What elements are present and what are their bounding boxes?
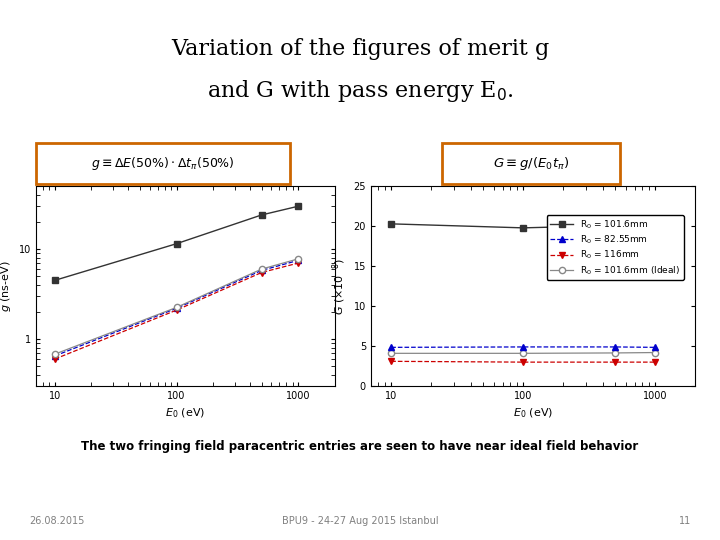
Text: 26.08.2015: 26.08.2015 [29, 516, 84, 526]
Text: $G \equiv g/(E_0 t_{\pi})$: $G \equiv g/(E_0 t_{\pi})$ [493, 155, 570, 172]
Text: 11: 11 [679, 516, 691, 526]
Text: BPU9 - 24-27 Aug 2015 Istanbul: BPU9 - 24-27 Aug 2015 Istanbul [282, 516, 438, 526]
Text: $g \equiv \Delta E(50\%) \cdot \Delta t_{\pi}(50\%)$: $g \equiv \Delta E(50\%) \cdot \Delta t_… [91, 155, 235, 172]
Text: and G with pass energy E$_0$.: and G with pass energy E$_0$. [207, 78, 513, 104]
X-axis label: $E_0$ (eV): $E_0$ (eV) [513, 407, 553, 420]
Y-axis label: $g$ (ns-eV): $g$ (ns-eV) [0, 260, 14, 312]
Text: Variation of the figures of merit g: Variation of the figures of merit g [171, 38, 549, 60]
Text: The two fringing field paracentric entries are seen to have near ideal field beh: The two fringing field paracentric entri… [81, 440, 639, 453]
Y-axis label: $G$ (×10$^{-8}$): $G$ (×10$^{-8}$) [330, 258, 348, 315]
X-axis label: $E_0$ (eV): $E_0$ (eV) [166, 407, 205, 420]
Legend: R$_0$ = 101.6mm, R$_0$ = 82.55mm, R$_0$ = 116mm, R$_0$ = 101.6mm (Ideal): R$_0$ = 101.6mm, R$_0$ = 82.55mm, R$_0$ … [546, 215, 684, 280]
